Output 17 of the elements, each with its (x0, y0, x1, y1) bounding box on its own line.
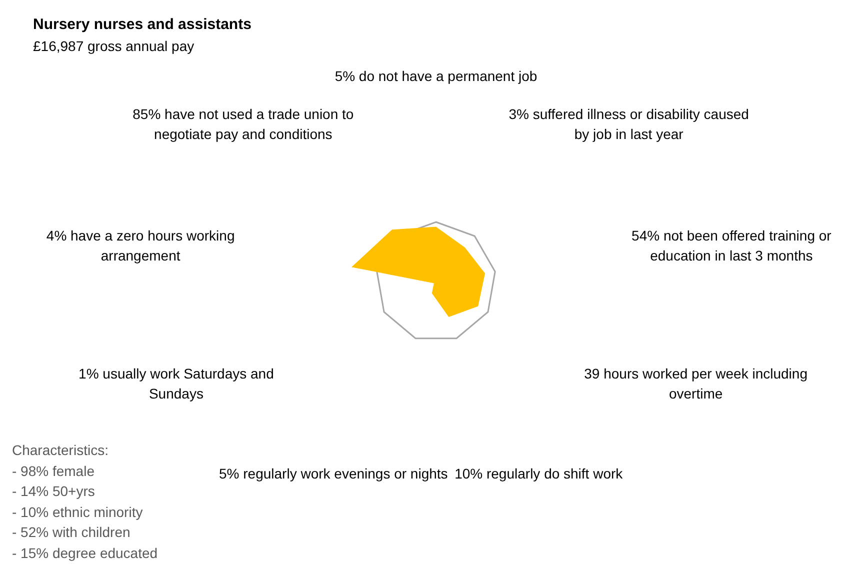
spoke-label: 4% have a zero hours working arrangement (46, 227, 235, 264)
spoke-label: 85% have not used a trade union to negotiate pay and conditions (132, 106, 354, 142)
text: - 98% female (12, 462, 96, 480)
spoke-label: 3% suffered illness or disability caused by job in last year (508, 106, 749, 142)
text: - 15% degree educated (12, 544, 158, 563)
chart-subtitle: £16,987 gross annual pay (33, 38, 194, 54)
spoke-label: 5% do not have a permanent job (334, 68, 538, 84)
text: Characteristics: (12, 441, 110, 460)
text: - 52% with children (12, 523, 132, 542)
spoke-label: 54% not been offered training or education in last 3 months (632, 227, 832, 264)
spoke-label: 10% regularly do shift work (454, 465, 624, 482)
text: - 14% 50+yrs (12, 482, 96, 501)
chart-title: Nursery nurses and assistants (33, 16, 252, 33)
spoke-label: 39 hours worked per week including overtime (584, 365, 808, 402)
spoke-label: 1% usually work Saturdays and Sundays (78, 365, 274, 402)
text: - 10% ethnic minority (12, 502, 144, 522)
spoke-label: 5% regularly work evenings or nights (219, 465, 448, 482)
